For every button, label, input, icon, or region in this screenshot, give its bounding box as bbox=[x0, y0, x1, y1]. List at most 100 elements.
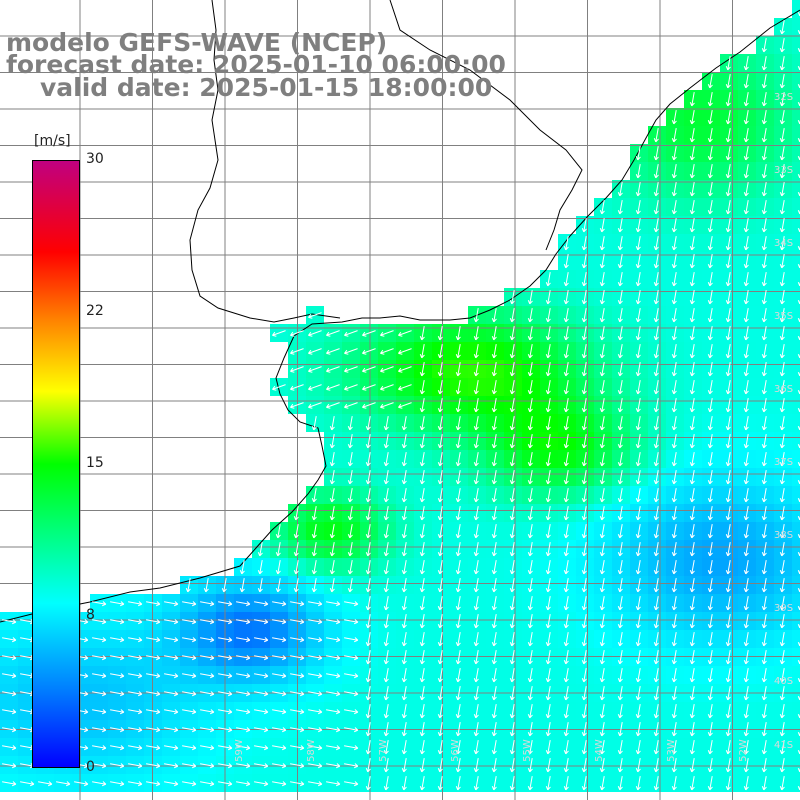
wind-arrow bbox=[329, 416, 335, 431]
wind-arrow bbox=[275, 578, 281, 593]
wind-arrow bbox=[671, 614, 677, 629]
wind-arrow bbox=[563, 362, 569, 377]
wind-arrow bbox=[236, 619, 251, 625]
wind-arrow bbox=[164, 727, 179, 733]
wind-arrow bbox=[182, 673, 197, 679]
wind-arrow bbox=[617, 182, 623, 197]
wind-arrow bbox=[128, 673, 143, 679]
wind-arrow bbox=[707, 758, 713, 773]
wind-arrow bbox=[311, 488, 317, 503]
wind-arrow bbox=[455, 326, 461, 341]
wind-arrow bbox=[419, 488, 425, 503]
wind-arrow bbox=[635, 722, 641, 737]
lon-label: 54W bbox=[593, 739, 605, 762]
wind-arrow bbox=[491, 560, 497, 575]
wind-arrow bbox=[437, 542, 443, 557]
wind-arrow bbox=[689, 398, 695, 413]
wind-arrow bbox=[128, 781, 143, 787]
wind-arrow bbox=[743, 470, 749, 485]
wind-arrow bbox=[599, 272, 605, 287]
wind-arrow bbox=[146, 673, 161, 679]
wind-arrow bbox=[599, 686, 605, 701]
wind-arrow bbox=[563, 434, 569, 449]
wind-arrow bbox=[779, 308, 785, 323]
wind-arrow bbox=[200, 673, 215, 679]
wind-arrow bbox=[653, 560, 659, 575]
wind-arrow bbox=[563, 452, 569, 467]
wind-arrow bbox=[761, 416, 767, 431]
wind-arrow bbox=[581, 506, 587, 521]
wind-arrow bbox=[128, 763, 143, 769]
wind-arrow bbox=[617, 218, 623, 233]
wind-arrow bbox=[455, 704, 461, 719]
wind-arrow bbox=[128, 709, 143, 715]
wind-arrow bbox=[419, 578, 425, 593]
wind-arrow bbox=[473, 380, 479, 395]
wind-arrow bbox=[707, 200, 713, 215]
wind-arrow bbox=[272, 691, 287, 697]
wind-arrow bbox=[761, 506, 767, 521]
wind-arrow bbox=[635, 578, 641, 593]
wind-arrow bbox=[200, 691, 215, 697]
wind-arrow bbox=[779, 146, 785, 161]
wind-arrow bbox=[707, 272, 713, 287]
wind-arrow bbox=[527, 488, 533, 503]
wind-arrow bbox=[128, 655, 143, 661]
colorbar-tick-15: 15 bbox=[86, 455, 104, 471]
wind-arrow bbox=[653, 362, 659, 377]
wind-arrow bbox=[491, 758, 497, 773]
wind-arrow bbox=[599, 668, 605, 683]
wind-arrow bbox=[761, 596, 767, 611]
wind-arrow bbox=[779, 650, 785, 665]
wind-arrow bbox=[164, 673, 179, 679]
wind-arrow bbox=[617, 236, 623, 251]
wind-arrow bbox=[725, 344, 731, 359]
wind-arrow bbox=[200, 727, 215, 733]
wind-arrow bbox=[743, 524, 749, 539]
wind-arrow bbox=[599, 470, 605, 485]
wind-arrow bbox=[473, 776, 479, 791]
wind-arrow bbox=[563, 272, 569, 287]
wind-arrow bbox=[743, 578, 749, 593]
wind-arrow bbox=[398, 402, 412, 409]
wind-arrow bbox=[200, 763, 215, 769]
wind-arrow bbox=[401, 524, 407, 539]
wind-arrow bbox=[347, 416, 353, 431]
wind-arrow bbox=[563, 506, 569, 521]
wind-arrow bbox=[779, 578, 785, 593]
wind-arrow bbox=[779, 632, 785, 647]
wind-arrow bbox=[725, 560, 731, 575]
wind-arrow bbox=[725, 524, 731, 539]
wind-arrow bbox=[473, 470, 479, 485]
wind-arrow bbox=[725, 110, 731, 125]
wind-arrow bbox=[509, 776, 515, 791]
wind-arrow bbox=[707, 254, 713, 269]
wind-arrow bbox=[329, 578, 335, 593]
colorbar-tick-0: 0 bbox=[86, 759, 95, 775]
wind-arrow bbox=[236, 745, 251, 751]
wind-arrow bbox=[455, 650, 461, 665]
wind-arrow bbox=[725, 506, 731, 521]
wind-arrow bbox=[761, 92, 767, 107]
wind-arrow bbox=[563, 758, 569, 773]
wind-arrow bbox=[290, 691, 305, 697]
wind-arrow bbox=[437, 452, 443, 467]
field-cell bbox=[792, 468, 800, 486]
wind-arrow bbox=[545, 452, 551, 467]
wind-arrow bbox=[326, 637, 341, 643]
wind-arrow bbox=[491, 740, 497, 755]
wind-arrow bbox=[653, 578, 659, 593]
wind-arrow bbox=[419, 632, 425, 647]
wind-arrow bbox=[779, 380, 785, 395]
wind-arrow bbox=[419, 542, 425, 557]
wind-arrow bbox=[653, 704, 659, 719]
wind-arrow bbox=[671, 416, 677, 431]
wind-arrow bbox=[707, 488, 713, 503]
wind-arrow bbox=[20, 781, 35, 787]
wind-arrow bbox=[689, 524, 695, 539]
wind-arrow bbox=[707, 434, 713, 449]
wind-arrow bbox=[725, 398, 731, 413]
wind-arrow bbox=[455, 560, 461, 575]
wind-arrow bbox=[383, 740, 389, 755]
wind-arrow bbox=[527, 344, 533, 359]
